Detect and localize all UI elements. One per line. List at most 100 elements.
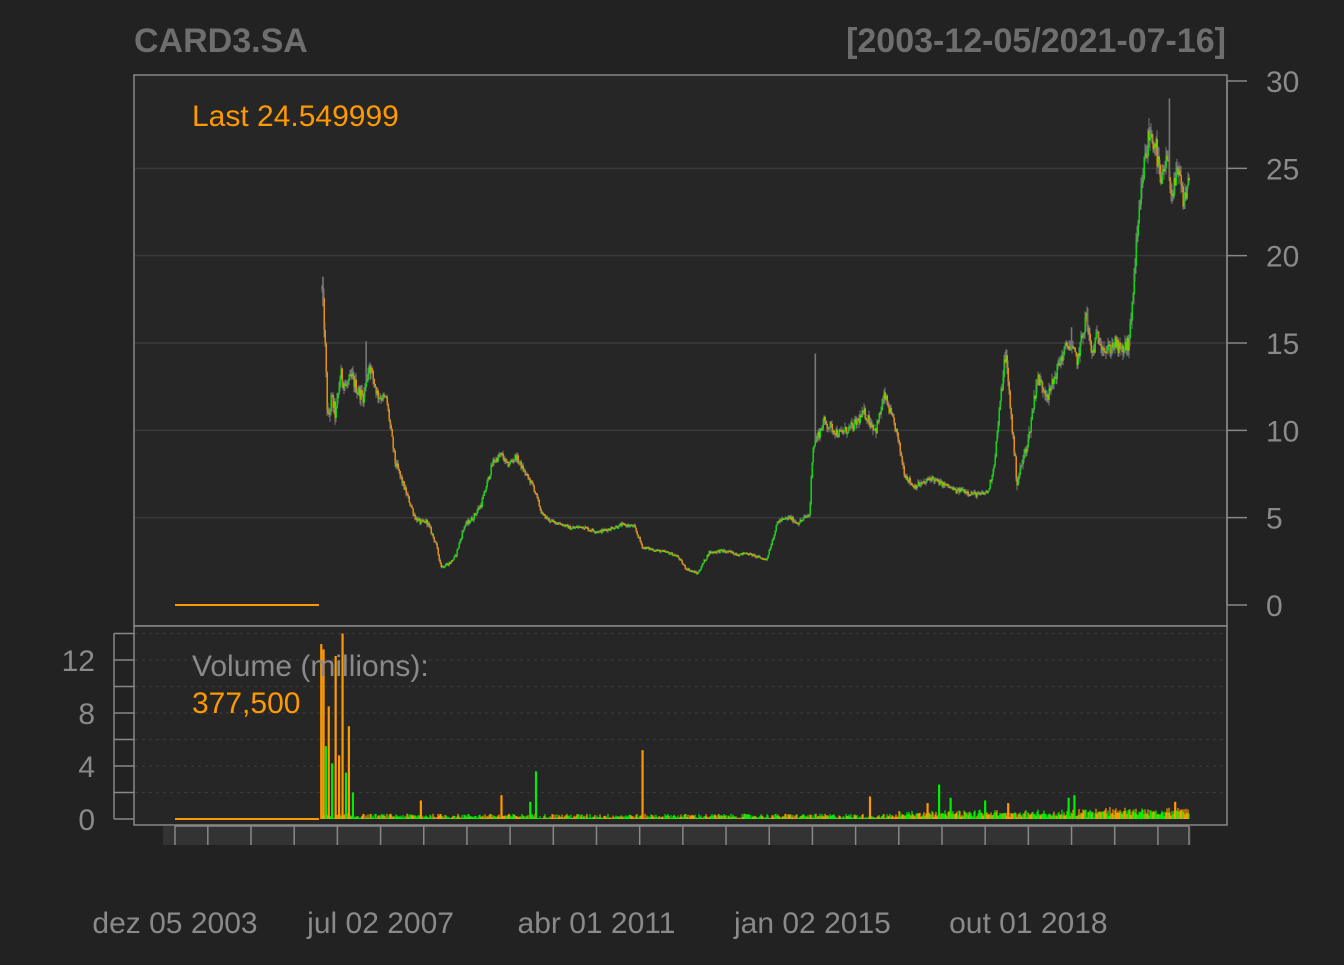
- candle-up: [1084, 317, 1086, 333]
- candle-down: [730, 551, 732, 553]
- candle-down: [413, 514, 415, 516]
- candle-up: [378, 397, 380, 400]
- candle-down: [535, 492, 537, 495]
- candle-up: [657, 549, 659, 552]
- candle-down: [471, 517, 473, 521]
- candle-up: [1133, 273, 1135, 295]
- candle-up: [1077, 353, 1079, 365]
- candle-down: [394, 450, 396, 463]
- candle-down: [948, 486, 950, 488]
- candle-down: [536, 493, 538, 497]
- candle-down: [406, 493, 408, 496]
- candle-up: [666, 551, 668, 553]
- candle-up: [453, 556, 455, 560]
- x-axis-tick-label: jul 02 2007: [306, 907, 454, 940]
- candle-up: [791, 517, 793, 520]
- candle-down: [688, 568, 690, 571]
- candle-down: [875, 428, 877, 434]
- candle-down: [668, 552, 670, 554]
- candle-down: [677, 555, 679, 558]
- candle-down: [824, 416, 826, 421]
- candle-down: [341, 368, 343, 383]
- candle-up: [467, 520, 469, 524]
- candle-up: [889, 407, 891, 414]
- candle-up: [647, 547, 649, 549]
- candle-down: [852, 424, 854, 431]
- candle-up: [1171, 193, 1173, 196]
- candle-down: [1009, 390, 1011, 408]
- candle-up: [1129, 323, 1131, 339]
- candle-down: [738, 555, 740, 557]
- candle-up: [495, 458, 497, 462]
- candle-down: [658, 549, 660, 552]
- price-y-tick-label: 15: [1266, 328, 1299, 361]
- candle-up: [984, 492, 986, 494]
- candle-up: [379, 397, 381, 400]
- candle-up: [757, 555, 759, 558]
- candle-down: [323, 297, 325, 331]
- candle-up: [1144, 153, 1146, 158]
- candle-down: [839, 430, 841, 432]
- candle-down: [1125, 342, 1127, 351]
- candle-down: [422, 520, 424, 522]
- candle-up: [1102, 347, 1104, 351]
- candle-down: [732, 551, 734, 554]
- x-axis-tick-label: jan 02 2015: [733, 907, 891, 940]
- candle-down: [553, 520, 555, 523]
- candle-up: [364, 387, 366, 392]
- candle-down: [1122, 345, 1124, 353]
- candle-up: [799, 519, 801, 524]
- candle-up: [1079, 342, 1081, 357]
- candle-up: [977, 492, 979, 495]
- candle-up: [1064, 345, 1066, 349]
- candle-down: [480, 505, 482, 508]
- candle-down: [636, 531, 638, 535]
- candle-down: [620, 524, 622, 526]
- candle-up: [976, 493, 978, 497]
- volume-y-tick-label: 4: [78, 751, 95, 784]
- volume-bars: [175, 633, 1190, 820]
- candle-down: [569, 525, 571, 530]
- candle-down: [713, 551, 715, 554]
- x-axis-tick-label: out 01 2018: [949, 907, 1107, 940]
- candle-down: [693, 570, 695, 573]
- candle-down: [943, 482, 945, 486]
- candle-up: [880, 410, 882, 415]
- candle-up: [770, 545, 772, 549]
- candle-up: [1116, 339, 1118, 348]
- candle-down: [505, 458, 507, 462]
- candle-up: [530, 480, 532, 484]
- candle-down: [608, 528, 610, 531]
- candle-up: [822, 423, 824, 430]
- candle-down: [589, 529, 591, 532]
- x-axis-band: [163, 826, 1191, 845]
- candle-down: [671, 552, 673, 556]
- candle-up: [1155, 138, 1157, 148]
- candle-down: [786, 517, 788, 520]
- candle-up: [331, 395, 333, 397]
- candle-down: [902, 462, 904, 466]
- candle-down: [681, 560, 683, 564]
- candle-down: [352, 373, 354, 377]
- candle-up: [1056, 363, 1058, 379]
- candle-up: [1037, 374, 1039, 380]
- candle-down: [528, 477, 530, 480]
- candle-down: [930, 477, 932, 481]
- candle-down: [921, 482, 923, 485]
- candle-down: [412, 508, 414, 515]
- candle-up: [905, 476, 907, 478]
- candle-down: [1034, 395, 1036, 399]
- candle-down: [1103, 347, 1105, 352]
- candle-down: [707, 554, 709, 557]
- candle-down: [1113, 346, 1115, 349]
- candle-up: [351, 373, 353, 377]
- candle-up: [568, 525, 570, 529]
- candle-down: [778, 521, 780, 523]
- candle-up: [651, 549, 653, 551]
- candle-down: [529, 478, 531, 484]
- last-price-label: Last 24.549999: [192, 100, 399, 133]
- candle-down: [1109, 344, 1111, 354]
- candle-up: [629, 525, 631, 527]
- candle-up: [1050, 386, 1052, 391]
- candle-down: [903, 465, 905, 475]
